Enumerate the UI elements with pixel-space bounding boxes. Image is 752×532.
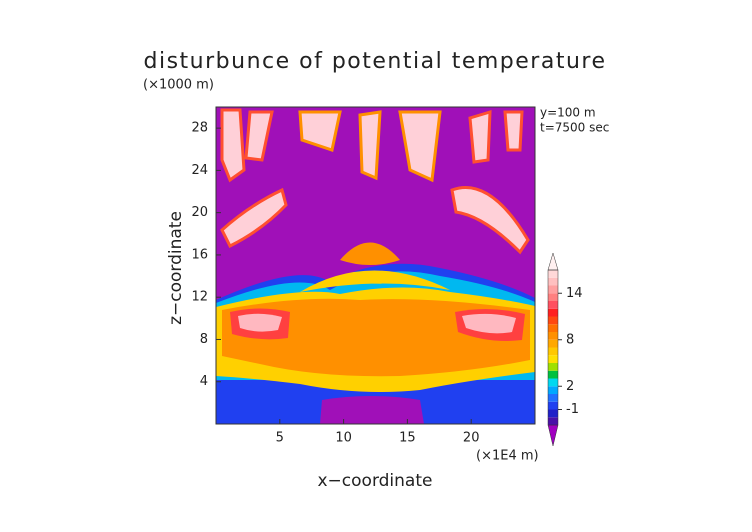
x-axis-label: x−coordinate [318,471,433,491]
colorbar-band [548,347,558,356]
colorbar-band [548,417,558,425]
y-unit: (×1000 m) [143,78,214,93]
colorbar-frame [547,269,559,426]
x-tick-label: 20 [463,431,480,446]
y-tick-label: 12 [191,290,208,305]
y-tick-label: 24 [191,163,208,178]
y-tick-label: 16 [191,247,208,262]
colorbar-band [548,270,558,278]
y-tick-label: 8 [200,332,208,347]
colorbar-band [548,401,558,410]
x-unit: (×1E4 m) [476,449,539,464]
colorbar-band [548,386,558,394]
colorbar-end [547,424,559,447]
colorbar-end [547,252,559,271]
colorbar-band [548,293,558,301]
chart-title: disturbunce of potential temperature [144,49,607,74]
colorbar-band [548,339,558,348]
colorbar-tick-label: -1 [566,402,579,417]
colorbar-band [548,308,558,317]
annotation: y=100 m [540,106,596,120]
colorbar-band [548,324,558,332]
colorbar-band [548,409,558,418]
colorbar-band [548,378,558,387]
x-tick-label: 15 [399,431,416,446]
colorbar-band [548,277,558,286]
colorbar-band [548,301,558,309]
x-tick-label: 5 [276,431,284,446]
contour-field [216,107,535,424]
annotation: t=7500 sec [540,121,609,135]
colorbar-band [548,394,558,402]
y-tick-label: 28 [191,121,208,136]
colorbar-band [548,285,558,294]
colorbar-tick-label: 2 [566,379,574,394]
y-axis-label: z−coordinate [166,211,186,325]
y-tick-label: 4 [200,374,208,389]
colorbar-band [548,332,558,340]
colorbar-band [548,370,558,379]
plot-frame [215,106,536,425]
colorbar-band [548,363,558,371]
colorbar-band [548,355,558,363]
colorbar-band [548,316,558,325]
x-tick-label: 10 [335,431,352,446]
colorbar-tick-label: 8 [566,332,574,347]
colorbar-tick-label: 14 [566,286,583,301]
y-tick-label: 20 [191,205,208,220]
